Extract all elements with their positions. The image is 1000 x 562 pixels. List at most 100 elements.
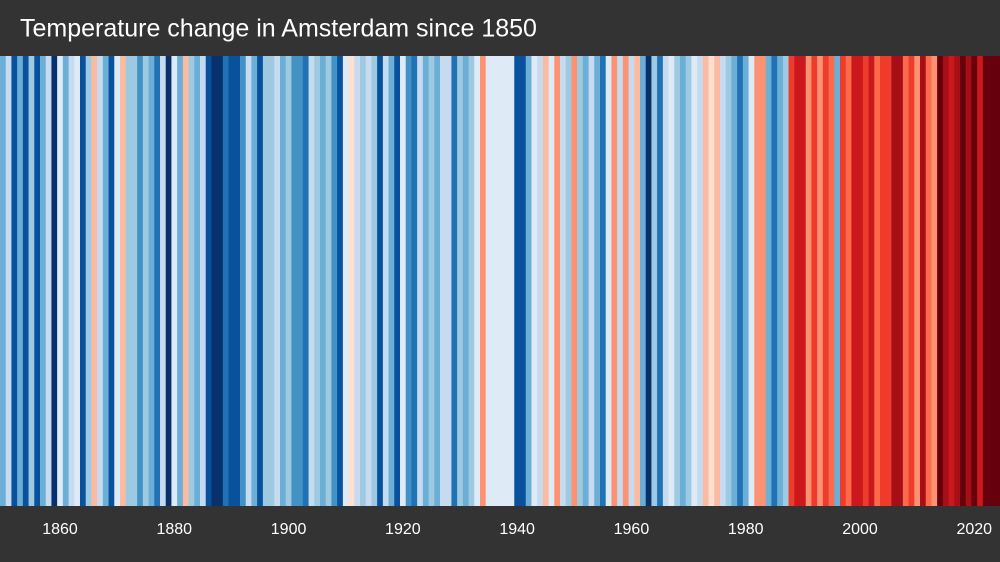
stripe bbox=[508, 56, 515, 506]
stripe bbox=[257, 56, 264, 506]
stripe bbox=[348, 56, 355, 506]
stripe bbox=[834, 56, 841, 506]
stripe bbox=[514, 56, 521, 506]
stripe bbox=[737, 56, 744, 506]
stripe bbox=[765, 56, 772, 506]
stripe bbox=[417, 56, 424, 506]
stripe bbox=[274, 56, 281, 506]
stripe bbox=[897, 56, 904, 506]
stripe bbox=[697, 56, 704, 506]
stripe bbox=[754, 56, 761, 506]
stripe bbox=[217, 56, 224, 506]
stripe bbox=[588, 56, 595, 506]
stripe bbox=[600, 56, 607, 506]
stripe bbox=[971, 56, 978, 506]
stripe bbox=[868, 56, 875, 506]
stripe bbox=[440, 56, 447, 506]
stripe bbox=[51, 56, 58, 506]
stripe bbox=[554, 56, 561, 506]
stripe bbox=[811, 56, 818, 506]
stripe bbox=[371, 56, 378, 506]
stripe bbox=[291, 56, 298, 506]
stripe bbox=[817, 56, 824, 506]
x-tick-label: 2000 bbox=[842, 521, 878, 538]
stripe bbox=[577, 56, 584, 506]
stripe bbox=[954, 56, 961, 506]
stripe bbox=[657, 56, 664, 506]
stripe bbox=[34, 56, 41, 506]
stripe bbox=[525, 56, 532, 506]
stripe bbox=[965, 56, 972, 506]
stripe bbox=[822, 56, 829, 506]
stripe bbox=[251, 56, 258, 506]
stripe bbox=[205, 56, 212, 506]
stripe bbox=[200, 56, 207, 506]
stripe bbox=[91, 56, 98, 506]
stripe bbox=[85, 56, 92, 506]
stripe bbox=[742, 56, 749, 506]
stripe bbox=[594, 56, 601, 506]
stripe bbox=[411, 56, 418, 506]
x-tick-label: 1960 bbox=[614, 521, 650, 538]
stripe bbox=[80, 56, 87, 506]
stripe bbox=[605, 56, 612, 506]
stripe bbox=[994, 56, 1000, 506]
stripe bbox=[17, 56, 24, 506]
stripe bbox=[662, 56, 669, 506]
stripe bbox=[280, 56, 287, 506]
stripe bbox=[422, 56, 429, 506]
stripe bbox=[377, 56, 384, 506]
stripe bbox=[982, 56, 989, 506]
stripe bbox=[531, 56, 538, 506]
stripe bbox=[45, 56, 52, 506]
stripe bbox=[451, 56, 458, 506]
stripe bbox=[537, 56, 544, 506]
stripe bbox=[394, 56, 401, 506]
stripe bbox=[502, 56, 509, 506]
stripe bbox=[862, 56, 869, 506]
stripe bbox=[674, 56, 681, 506]
stripe bbox=[617, 56, 624, 506]
stripe bbox=[114, 56, 121, 506]
stripe bbox=[548, 56, 555, 506]
stripe bbox=[582, 56, 589, 506]
x-tick-label: 1980 bbox=[728, 521, 764, 538]
stripe bbox=[891, 56, 898, 506]
stripe bbox=[771, 56, 778, 506]
x-tick-label: 1900 bbox=[271, 521, 307, 538]
stripe bbox=[805, 56, 812, 506]
stripe bbox=[228, 56, 235, 506]
stripe bbox=[788, 56, 795, 506]
stripe bbox=[880, 56, 887, 506]
stripe bbox=[937, 56, 944, 506]
stripe bbox=[760, 56, 767, 506]
stripe bbox=[22, 56, 29, 506]
stripe bbox=[171, 56, 178, 506]
stripe bbox=[457, 56, 464, 506]
stripe bbox=[222, 56, 229, 506]
stripe bbox=[211, 56, 218, 506]
stripe bbox=[485, 56, 492, 506]
stripe bbox=[640, 56, 647, 506]
stripe bbox=[342, 56, 349, 506]
stripe bbox=[354, 56, 361, 506]
stripe bbox=[360, 56, 367, 506]
stripe bbox=[748, 56, 755, 506]
stripe bbox=[148, 56, 155, 506]
x-tick-label: 1920 bbox=[385, 521, 421, 538]
stripe bbox=[131, 56, 138, 506]
stripe bbox=[708, 56, 715, 506]
stripe bbox=[125, 56, 132, 506]
stripe bbox=[908, 56, 915, 506]
stripe bbox=[942, 56, 949, 506]
stripe bbox=[57, 56, 64, 506]
stripe bbox=[445, 56, 452, 506]
stripe bbox=[685, 56, 692, 506]
stripe bbox=[182, 56, 189, 506]
stripe bbox=[725, 56, 732, 506]
x-tick-label: 2020 bbox=[956, 521, 992, 538]
stripe bbox=[0, 56, 7, 506]
stripe bbox=[874, 56, 881, 506]
stripe bbox=[245, 56, 252, 506]
